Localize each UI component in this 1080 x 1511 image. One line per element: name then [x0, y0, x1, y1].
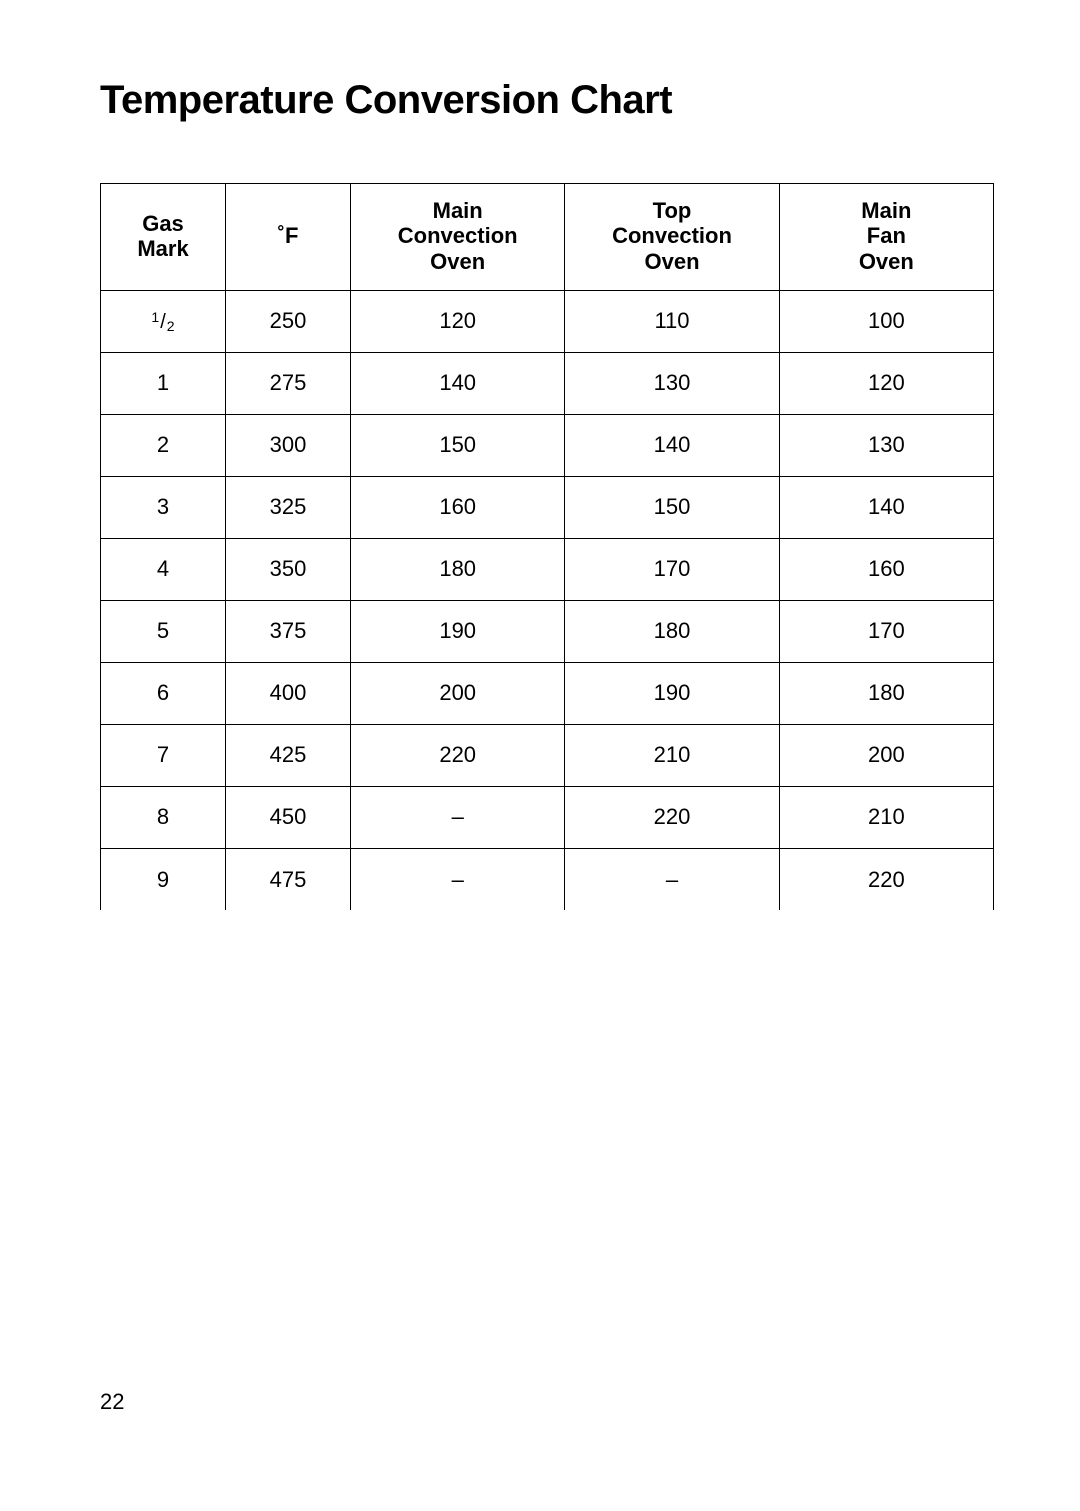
table-cell: 8 [101, 786, 226, 848]
table-cell: 1/2 [101, 290, 226, 352]
table-cell: – [565, 848, 779, 910]
table-cell: 130 [565, 352, 779, 414]
table-cell: 160 [779, 538, 993, 600]
table-cell: 110 [565, 290, 779, 352]
table-cell: 170 [565, 538, 779, 600]
table-cell: 400 [226, 662, 351, 724]
table-cell: 3 [101, 476, 226, 538]
table-cell: 6 [101, 662, 226, 724]
table-cell: 150 [565, 476, 779, 538]
table-cell: 210 [779, 786, 993, 848]
table-cell: 180 [779, 662, 993, 724]
col-header-main-convection: MainConvectionOven [351, 184, 565, 291]
table-row: 1/2250120110100 [101, 290, 994, 352]
table-cell: 120 [779, 352, 993, 414]
table-row: 5375190180170 [101, 600, 994, 662]
table-cell: 100 [779, 290, 993, 352]
table-cell: 7 [101, 724, 226, 786]
table-cell: 180 [351, 538, 565, 600]
page-number: 22 [100, 1389, 124, 1415]
table-cell: 140 [351, 352, 565, 414]
table-row: 7425220210200 [101, 724, 994, 786]
table-row: 6400200190180 [101, 662, 994, 724]
table-row: 1275140130120 [101, 352, 994, 414]
table-cell: 130 [779, 414, 993, 476]
table-cell: 140 [565, 414, 779, 476]
table-cell: 5 [101, 600, 226, 662]
table-cell: 190 [351, 600, 565, 662]
col-header-top-convection: TopConvectionOven [565, 184, 779, 291]
table-cell: 200 [351, 662, 565, 724]
table-cell: 160 [351, 476, 565, 538]
table-cell: 450 [226, 786, 351, 848]
page-title: Temperature Conversion Chart [100, 78, 994, 123]
table-row: 4350180170160 [101, 538, 994, 600]
table-row: 9475––220 [101, 848, 994, 910]
table-cell: 475 [226, 848, 351, 910]
table-cell: 170 [779, 600, 993, 662]
table-body: 1/22501201101001275140130120230015014013… [101, 290, 994, 910]
table-cell: 250 [226, 290, 351, 352]
table-row: 3325160150140 [101, 476, 994, 538]
table-cell: 190 [565, 662, 779, 724]
table-cell: 220 [351, 724, 565, 786]
table-cell: 220 [565, 786, 779, 848]
table-cell: – [351, 786, 565, 848]
table-cell: 300 [226, 414, 351, 476]
table-cell: 140 [779, 476, 993, 538]
table-header: GasMark ˚F MainConvectionOven TopConvect… [101, 184, 994, 291]
table-cell: 2 [101, 414, 226, 476]
table-row: 8450–220210 [101, 786, 994, 848]
col-header-gas-mark: GasMark [101, 184, 226, 291]
table-cell: 1 [101, 352, 226, 414]
table-cell: – [351, 848, 565, 910]
table-cell: 150 [351, 414, 565, 476]
table-cell: 210 [565, 724, 779, 786]
table-row: 2300150140130 [101, 414, 994, 476]
table-cell: 375 [226, 600, 351, 662]
conversion-table: GasMark ˚F MainConvectionOven TopConvect… [100, 183, 994, 910]
table-cell: 200 [779, 724, 993, 786]
table-cell: 425 [226, 724, 351, 786]
table-cell: 9 [101, 848, 226, 910]
table-cell: 325 [226, 476, 351, 538]
table-cell: 275 [226, 352, 351, 414]
page: Temperature Conversion Chart GasMark ˚F … [0, 0, 1080, 910]
table-cell: 4 [101, 538, 226, 600]
col-header-fahrenheit: ˚F [226, 184, 351, 291]
table-cell: 120 [351, 290, 565, 352]
table-cell: 350 [226, 538, 351, 600]
col-header-main-fan: MainFanOven [779, 184, 993, 291]
table-cell: 180 [565, 600, 779, 662]
table-cell: 220 [779, 848, 993, 910]
